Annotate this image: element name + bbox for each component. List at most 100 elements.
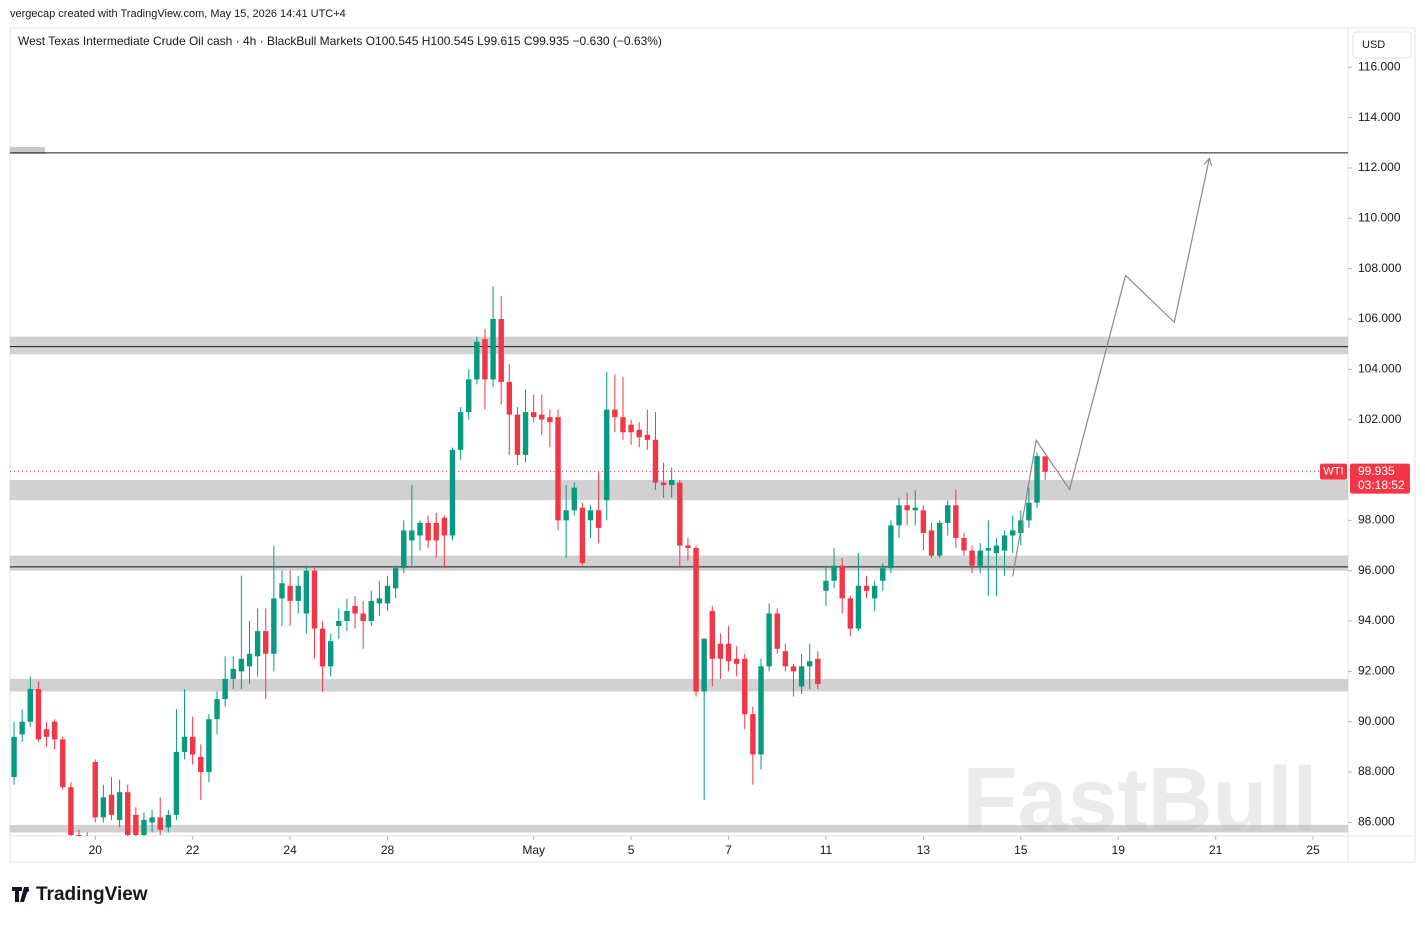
candle-body <box>904 505 910 511</box>
candle-body <box>401 530 407 569</box>
candle-body <box>945 505 951 523</box>
candle-body <box>344 610 350 622</box>
candle-body <box>490 318 496 380</box>
x-tick-label: 5 <box>628 843 635 857</box>
candle-body <box>628 424 634 433</box>
candle-body <box>149 817 155 823</box>
candle-body <box>336 621 342 627</box>
candle-body <box>441 517 448 536</box>
candle-body <box>514 414 521 455</box>
y-tick-label: 110.000 <box>1358 210 1401 224</box>
candle-body <box>823 580 829 591</box>
candle-body <box>11 736 17 778</box>
y-tick-label: 108.000 <box>1358 261 1402 275</box>
candle-body <box>141 819 147 835</box>
candle-body <box>1026 502 1032 521</box>
y-tick-label: 114.000 <box>1358 110 1401 124</box>
candle-body <box>839 565 845 599</box>
candle-body <box>295 585 301 601</box>
candle-body <box>368 600 374 622</box>
y-tick-label: 98.000 <box>1358 513 1395 527</box>
line-handle <box>10 147 45 154</box>
candle-body <box>433 522 439 541</box>
candle-body <box>815 658 821 684</box>
candle-body <box>685 545 691 549</box>
candle-body <box>936 522 943 556</box>
y-tick-label: 106.000 <box>1358 311 1402 325</box>
y-tick-label: 92.000 <box>1358 664 1395 678</box>
candle-body <box>888 525 894 569</box>
candle-body <box>76 834 82 836</box>
zone <box>10 555 1348 571</box>
frame <box>9 27 1416 863</box>
candle-body <box>774 613 780 649</box>
candle-body <box>571 487 577 511</box>
candle-body <box>798 666 805 687</box>
candle-body <box>68 787 74 835</box>
candle-body <box>157 817 163 830</box>
projection-path <box>1012 159 1209 577</box>
candle-body <box>677 482 683 546</box>
candle-body <box>668 480 675 486</box>
legend: West Texas Intermediate Crude Oil cash ·… <box>18 34 662 48</box>
candle-body <box>206 719 212 773</box>
candle-body <box>750 714 756 755</box>
candle-body <box>303 570 310 614</box>
y-tick-label: 116.000 <box>1358 59 1401 73</box>
candle-body <box>953 505 959 538</box>
candle-body <box>547 417 553 423</box>
x-tick-label: 11 <box>820 843 833 857</box>
y-tick-label: 104.000 <box>1358 361 1402 375</box>
candle-body <box>43 729 50 737</box>
candle-body <box>360 613 366 622</box>
candle-body <box>612 409 618 418</box>
candle-body <box>993 545 1000 554</box>
candle-body <box>51 721 58 740</box>
candle-body <box>742 658 748 715</box>
candle-body <box>352 605 358 614</box>
candle-body <box>831 565 837 581</box>
candle-body <box>100 797 107 818</box>
candle-body <box>701 638 707 692</box>
candle-body <box>912 507 918 511</box>
candle-body <box>782 651 789 667</box>
candle-body <box>60 739 66 788</box>
candle-body <box>758 666 764 755</box>
candle-body <box>27 688 33 722</box>
x-tick-label: 15 <box>1014 843 1028 857</box>
y-tick-label: 88.000 <box>1358 764 1395 778</box>
currency-box[interactable] <box>1352 31 1412 59</box>
candle-body <box>498 318 504 382</box>
x-tick-label: 13 <box>917 843 931 857</box>
y-tick-label: 102.000 <box>1358 412 1402 426</box>
candle-body <box>920 510 927 533</box>
candle-body <box>693 548 699 692</box>
candle-body <box>871 585 878 599</box>
zone <box>10 678 1348 692</box>
candle-body <box>279 583 285 599</box>
watermark: FastBull <box>962 750 1317 850</box>
candle-body <box>928 530 935 556</box>
logo-dot <box>24 887 30 893</box>
y-tick-label: 96.000 <box>1358 563 1395 577</box>
x-tick-label: 21 <box>1209 843 1223 857</box>
y-tick-label: 90.000 <box>1358 714 1395 728</box>
candle-body <box>165 814 172 828</box>
candle-body <box>530 412 537 418</box>
symbol-tag <box>1320 463 1347 480</box>
countdown-text: 03:18:52 <box>1358 478 1405 492</box>
candle-body <box>384 585 391 604</box>
x-tick-label: May <box>522 843 545 857</box>
candle-body <box>725 643 732 662</box>
candle-body <box>466 379 472 413</box>
candle-body <box>847 598 854 629</box>
candle-body <box>1001 535 1008 551</box>
candle-body <box>896 505 902 526</box>
price-tag-text: 99.935 <box>1358 464 1395 478</box>
candle-body <box>595 510 602 528</box>
currency: USD <box>1362 39 1385 51</box>
x-tick-label: 7 <box>725 843 732 857</box>
candle-body <box>409 530 415 541</box>
